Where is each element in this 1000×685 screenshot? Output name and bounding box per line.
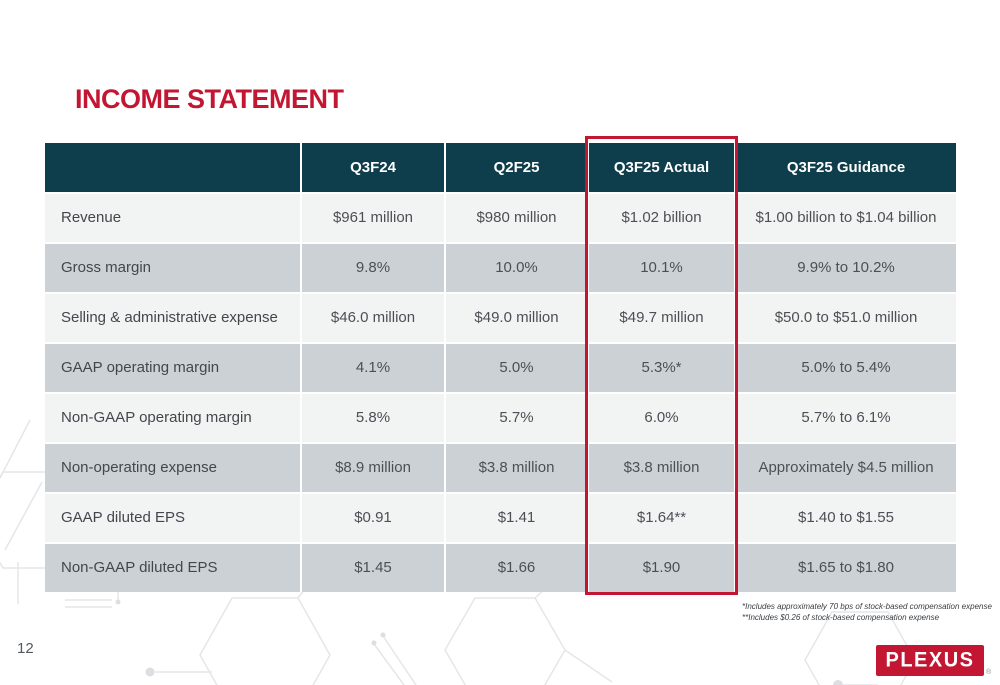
table-cell: 4.1%: [302, 344, 444, 392]
table-cell: $1.45: [302, 544, 444, 592]
table-cell: $980 million: [446, 194, 587, 242]
table-cell: $1.40 to $1.55: [736, 494, 956, 542]
column-header-blank: [45, 143, 300, 192]
table-cell: $1.00 billion to $1.04 billion: [736, 194, 956, 242]
footnotes: *Includes approximately 70 bps of stock-…: [742, 601, 992, 623]
plexus-logo-text: PLEXUS: [885, 648, 975, 672]
page-number: 12: [17, 640, 34, 657]
page-title: INCOME STATEMENT: [75, 84, 344, 114]
table-cell: $50.0 to $51.0 million: [736, 294, 956, 342]
table-cell: $1.65 to $1.80: [736, 544, 956, 592]
table-cell: 5.7%: [446, 394, 587, 442]
plexus-logo: PLEXUS: [876, 645, 984, 676]
table-cell: 5.7% to 6.1%: [736, 394, 956, 442]
row-label: Non-GAAP diluted EPS: [45, 544, 300, 592]
table-cell: 5.3%*: [589, 344, 734, 392]
row-label: Revenue: [45, 194, 300, 242]
column-header-q3f24: Q3F24: [302, 143, 444, 192]
table-cell: $49.0 million: [446, 294, 587, 342]
table-cell: $1.02 billion: [589, 194, 734, 242]
table-cell: Approximately $4.5 million: [736, 444, 956, 492]
row-label: Gross margin: [45, 244, 300, 292]
table-cell: $1.90: [589, 544, 734, 592]
column-header-q3f25-actual: Q3F25 Actual: [589, 143, 734, 192]
row-label: GAAP diluted EPS: [45, 494, 300, 542]
table-cell: $961 million: [302, 194, 444, 242]
table-cell: 9.9% to 10.2%: [736, 244, 956, 292]
table-cell: $1.64**: [589, 494, 734, 542]
footnote-2: **Includes $0.26 of stock-based compensa…: [742, 613, 940, 622]
row-label: Non-operating expense: [45, 444, 300, 492]
registered-trademark-symbol: ®: [986, 669, 992, 676]
table-cell: $46.0 million: [302, 294, 444, 342]
table-cell: 5.0%: [446, 344, 587, 392]
table-cell: 10.0%: [446, 244, 587, 292]
row-label: Selling & administrative expense: [45, 294, 300, 342]
table-cell: 5.8%: [302, 394, 444, 442]
table-cell: 6.0%: [589, 394, 734, 442]
column-header-q3f25-guidance: Q3F25 Guidance: [736, 143, 956, 192]
income-statement-table: Q3F24 Q2F25 Q3F25 Actual Q3F25 Guidance …: [45, 143, 956, 592]
table-cell: 10.1%: [589, 244, 734, 292]
table-cell: $8.9 million: [302, 444, 444, 492]
table-cell: $3.8 million: [589, 444, 734, 492]
footnote-1: *Includes approximately 70 bps of stock-…: [742, 602, 992, 611]
table-cell: $1.66: [446, 544, 587, 592]
row-label: Non-GAAP operating margin: [45, 394, 300, 442]
row-label: GAAP operating margin: [45, 344, 300, 392]
table-cell: $49.7 million: [589, 294, 734, 342]
table-cell: 9.8%: [302, 244, 444, 292]
table-cell: $1.41: [446, 494, 587, 542]
table-cell: $3.8 million: [446, 444, 587, 492]
table-cell: $0.91: [302, 494, 444, 542]
table-cell: 5.0% to 5.4%: [736, 344, 956, 392]
column-header-q2f25: Q2F25: [446, 143, 587, 192]
